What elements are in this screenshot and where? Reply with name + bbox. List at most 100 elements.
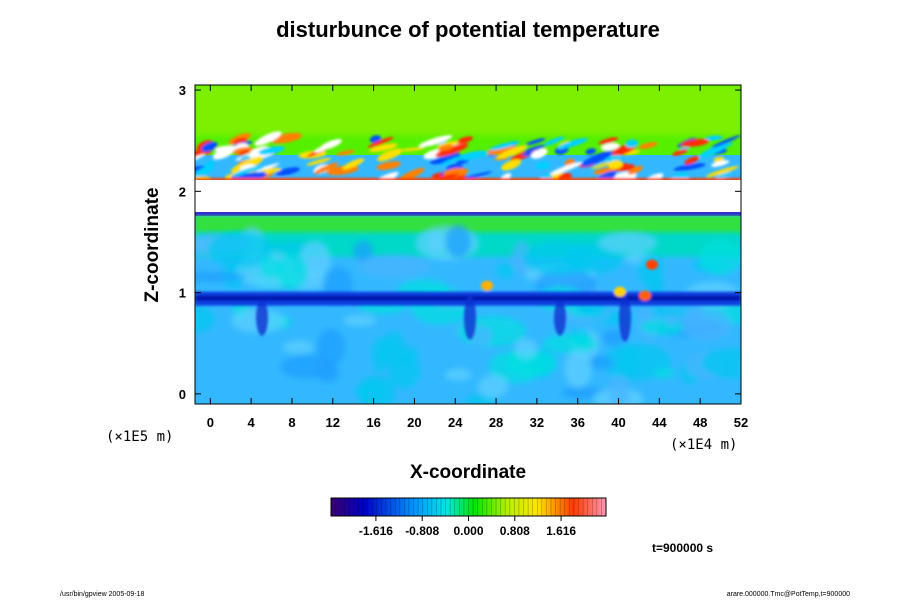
x-tick-label: 36	[570, 415, 584, 430]
turbulent-eddy	[444, 368, 472, 381]
turbulent-eddy	[564, 350, 592, 388]
y-tick-label: 1	[179, 286, 186, 301]
masked-band-edge	[195, 212, 741, 216]
wave-cell	[441, 152, 461, 161]
y-axis-label: Z-coordinate	[142, 187, 163, 302]
turbulent-eddy	[316, 328, 346, 367]
turbulent-eddy	[637, 254, 664, 286]
turbulent-eddy	[514, 339, 538, 359]
colorbar: -1.616 -0.808 0.000 0.808 1.616	[330, 497, 607, 538]
x-tick-label: 52	[734, 415, 748, 430]
wave-cell	[275, 167, 301, 176]
wave-cell	[525, 138, 546, 146]
wave-cell	[201, 141, 218, 153]
footer-left: /usr/bin/gpview 2005-09-18	[60, 591, 145, 598]
wave-cell	[456, 136, 473, 145]
wave-cell	[680, 138, 710, 147]
turbulent-eddy	[496, 262, 516, 279]
x-tick-label: 44	[652, 415, 667, 430]
turbulent-eddy	[207, 231, 274, 269]
x-tick-label: 32	[530, 415, 544, 430]
wave-cell	[367, 136, 394, 148]
turbulent-eddy	[620, 347, 639, 376]
y-tick-label: 2	[179, 184, 186, 199]
x-tick-label: 12	[326, 415, 340, 430]
turbulent-eddy	[353, 240, 373, 262]
wave-cell	[673, 163, 706, 171]
colorbar-segments	[335, 498, 602, 516]
wave-cell	[195, 165, 214, 177]
plot-area	[195, 85, 741, 404]
wave-cell	[261, 167, 281, 172]
warm-blob	[639, 290, 651, 301]
turbulent-region	[195, 224, 741, 404]
wave-cell	[501, 173, 512, 180]
x-tick-label: 16	[366, 415, 380, 430]
turbulent-eddy	[608, 375, 630, 404]
x-tick-label: 20	[407, 415, 421, 430]
turbulent-eddy	[598, 231, 658, 254]
wave-cell	[684, 156, 700, 165]
masked-band	[195, 180, 741, 214]
cold-plume	[554, 299, 566, 336]
wave-cell	[550, 161, 583, 175]
wave-cell	[369, 143, 398, 153]
colorbar-tick-label: -0.808	[405, 524, 439, 538]
x-axis-label: X-coordinate	[410, 462, 526, 483]
wave-cell	[496, 145, 527, 160]
wave-cell	[232, 137, 248, 144]
x-tick-label: 8	[288, 415, 295, 430]
x-tick-label: 40	[611, 415, 625, 430]
wave-cell	[608, 160, 623, 170]
wave-cell	[232, 147, 254, 155]
turbulent-eddy	[698, 239, 741, 275]
cold-plume	[619, 293, 631, 342]
x-tick-label: 0	[207, 415, 214, 430]
x-tick-label: 28	[489, 415, 503, 430]
wave-cell	[456, 158, 470, 165]
colorbar-tick-label: -1.616	[359, 524, 393, 538]
chart-title: disturbunce of potential temperature	[276, 17, 660, 42]
turbulent-eddy	[681, 308, 731, 341]
turbulent-eddy	[543, 333, 597, 354]
wave-cell	[238, 150, 250, 156]
turbulent-eddy	[316, 362, 340, 383]
wave-cell	[704, 135, 723, 141]
wave-cell	[598, 137, 619, 145]
wave-cell	[376, 161, 401, 170]
wave-cell	[706, 166, 739, 178]
wave-cell	[698, 143, 729, 159]
wave-cell	[581, 150, 614, 167]
x-axis: 0 4 8 12 16 20 24 28 32 36 40 44 48 52	[207, 85, 748, 430]
turbulent-eddy	[195, 306, 215, 333]
wave-cell	[530, 148, 548, 159]
footer-right: arare.000000.Tmc@PotTemp,t=900000	[727, 591, 850, 598]
wave-cell	[625, 139, 639, 148]
y-axis: 0 1 2 3	[179, 83, 741, 402]
turbulent-eddy	[522, 240, 593, 275]
turbulent-eddy	[700, 348, 741, 378]
wave-cell	[591, 160, 615, 169]
turbulent-eddy	[358, 254, 430, 279]
wave-cell	[672, 149, 688, 156]
y-axis-unit: (×1E5 m)	[106, 429, 173, 445]
turbulent-eddy	[357, 375, 396, 404]
turbulent-eddy	[561, 386, 605, 400]
turbulent-eddy	[478, 375, 508, 398]
wave-cell	[369, 135, 382, 144]
wave-cell	[254, 131, 282, 146]
colorbar-fill	[331, 498, 606, 516]
x-tick-label: 4	[248, 415, 256, 430]
wave-cell	[342, 158, 365, 170]
wave-cell	[710, 160, 730, 167]
turbulent-eddy	[639, 319, 685, 335]
turbulent-eddy	[283, 340, 314, 354]
plot-frame	[194, 84, 742, 405]
turbulent-eddy	[382, 331, 404, 352]
wave-cell	[585, 148, 597, 155]
time-annotation: t=900000 s	[652, 541, 713, 555]
wave-cell	[306, 157, 332, 166]
wave-cell	[543, 136, 565, 146]
wave-cell	[600, 142, 620, 151]
